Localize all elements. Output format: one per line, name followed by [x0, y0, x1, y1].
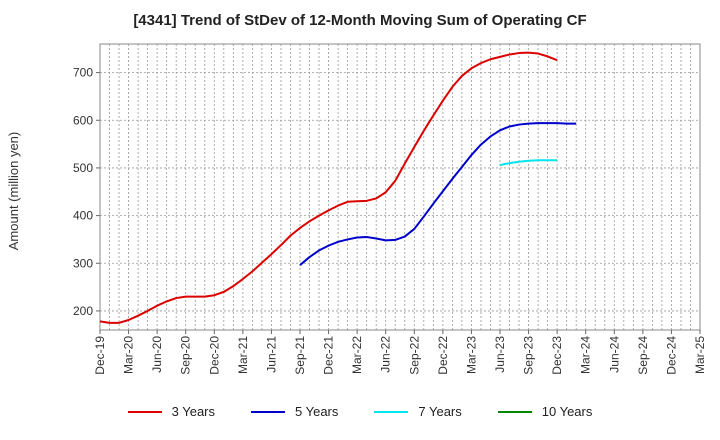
legend-label: 3 Years [171, 404, 215, 419]
x-tick-label: Sep-24 [636, 336, 650, 375]
x-tick-label: Dec-22 [436, 336, 450, 375]
x-tick-label: Jun-23 [493, 336, 507, 373]
x-tick-label: Sep-21 [293, 336, 307, 375]
x-tick-label: Mar-23 [464, 336, 478, 374]
legend: 3 Years 5 Years 7 Years 10 Years [0, 404, 720, 419]
x-tick-label: Sep-22 [407, 336, 421, 375]
y-tick-label: 600 [73, 113, 93, 127]
series-layer [99, 51, 577, 324]
plot-area [99, 43, 701, 331]
x-tick-label: Jun-22 [379, 336, 393, 373]
x-tick-label: Jun-24 [607, 336, 621, 373]
y-axis-label: Amount (million yen) [6, 132, 21, 251]
chart-title: [4341] Trend of StDev of 12-Month Moving… [133, 12, 587, 29]
x-tick-label: Jun-20 [150, 336, 164, 373]
legend-label: 7 Years [418, 404, 462, 419]
y-tick-label: 700 [73, 66, 93, 80]
x-tick-label: Mar-24 [579, 336, 593, 374]
legend-swatch [251, 410, 285, 413]
x-tick-label: Jun-21 [264, 336, 278, 373]
x-tick-label: Sep-23 [522, 336, 536, 375]
y-tick-layer: 200 300 400 500 600 700 [73, 66, 100, 318]
x-tick-label: Mar-25 [693, 336, 707, 374]
series-line-3-years [99, 51, 558, 324]
legend-item: 7 Years [374, 404, 462, 419]
y-tick-label: 200 [73, 304, 93, 318]
x-tick-label: Dec-20 [207, 336, 221, 375]
x-tick-label: Dec-19 [93, 336, 107, 375]
y-tick-label: 300 [73, 256, 93, 270]
x-tick-label: Sep-20 [179, 336, 193, 375]
y-tick-label: 400 [73, 209, 93, 223]
legend-swatch [374, 410, 409, 413]
series-line-7-years [499, 159, 558, 167]
x-tick-label: Dec-24 [664, 336, 678, 375]
legend-item: 10 Years [497, 404, 593, 419]
x-tick-label: Dec-23 [550, 336, 564, 375]
grid-layer [100, 44, 700, 330]
legend-item: 3 Years [127, 404, 215, 419]
x-tick-label: Mar-22 [350, 336, 364, 374]
legend-swatch [127, 410, 162, 413]
legend-label: 5 Years [295, 404, 339, 419]
x-tick-label: Mar-20 [122, 336, 136, 374]
legend-item: 5 Years [251, 404, 338, 419]
x-tick-label: Mar-21 [236, 336, 250, 374]
series-line-5-years [299, 122, 577, 266]
x-tick-label: Dec-21 [322, 336, 336, 375]
x-tick-layer: Dec-19 Mar-20 Jun-20 Sep-20 Dec-20 Mar-21 Jun-… [93, 330, 707, 375]
y-tick-label: 500 [73, 161, 93, 175]
legend-swatch [497, 410, 532, 413]
legend-label: 10 Years [541, 404, 593, 419]
